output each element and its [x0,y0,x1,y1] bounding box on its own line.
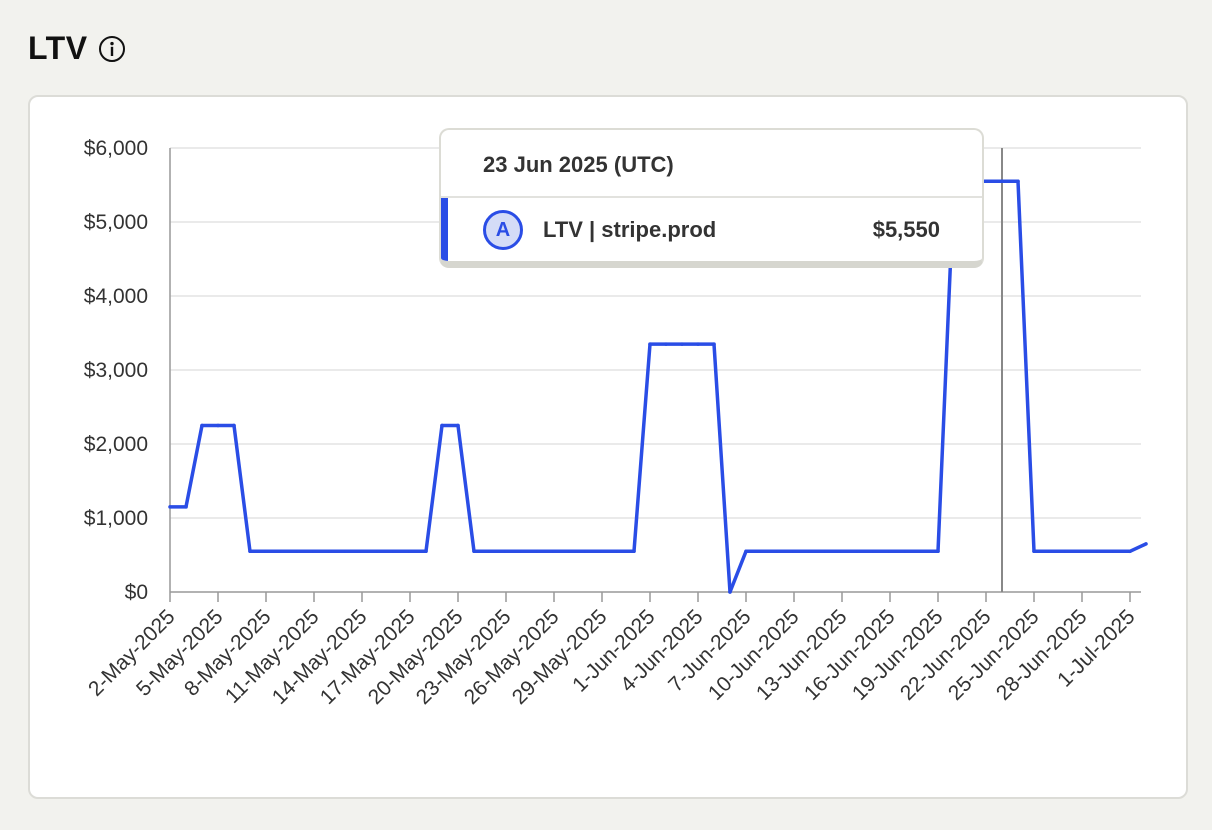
data-point[interactable] [520,549,524,553]
y-tick-label: $6,000 [84,137,148,160]
data-point[interactable] [696,342,700,346]
data-point[interactable] [728,590,732,594]
data-point[interactable] [792,549,796,553]
series-segment [1016,179,1036,554]
data-point[interactable] [712,342,716,346]
data-point[interactable] [200,423,204,428]
series-segment [456,423,476,554]
data-point[interactable] [1048,549,1052,553]
data-point[interactable] [280,549,284,553]
data-point[interactable] [744,549,748,553]
chart-tooltip: 23 Jun 2025 (UTC) A LTV | stripe.prod $5… [439,128,984,268]
data-point[interactable] [1000,179,1004,183]
data-point[interactable] [488,549,492,553]
y-tick-label: $2,000 [84,433,148,456]
data-point[interactable] [568,549,572,553]
series-segment [1128,542,1148,554]
data-point[interactable] [776,549,780,553]
y-tick-label: $5,000 [84,211,148,234]
y-axis-ticks: $0 $1,000 $2,000 $3,000 $4,000 $5,000 $6,000 [84,137,148,604]
series-color-bar [441,198,448,261]
series-segment [712,342,732,594]
tooltip-divider [441,196,982,198]
tooltip-date: 23 Jun 2025 (UTC) [483,152,674,177]
data-point[interactable] [552,549,556,553]
data-point[interactable] [904,549,908,553]
data-point[interactable] [168,505,172,509]
data-point[interactable] [456,423,460,428]
data-point[interactable] [1080,549,1084,553]
data-point[interactable] [1144,542,1148,546]
data-point[interactable] [440,423,444,428]
data-point[interactable] [824,549,828,553]
data-point[interactable] [584,549,588,553]
data-point[interactable] [248,549,252,553]
data-point[interactable] [1112,549,1116,553]
data-point[interactable] [600,549,604,553]
tooltip-series-label: LTV | stripe.prod [543,217,717,242]
data-point[interactable] [632,549,636,553]
data-point[interactable] [664,342,668,346]
data-point[interactable] [216,423,220,428]
data-point[interactable] [856,549,860,553]
data-point[interactable] [408,549,412,553]
data-point[interactable] [392,549,396,553]
page-title: LTV [28,30,88,66]
data-point[interactable] [264,549,268,553]
data-point[interactable] [984,179,988,183]
data-point[interactable] [296,549,300,553]
data-point[interactable] [184,505,188,509]
series-segment [424,423,444,554]
data-point[interactable] [760,549,764,553]
y-tick-label: $4,000 [84,285,148,308]
data-point[interactable] [504,549,508,553]
data-point[interactable] [424,549,428,553]
data-point[interactable] [840,549,844,553]
series-segment [632,342,652,554]
y-tick-label: $3,000 [84,359,148,382]
data-point[interactable] [888,549,892,553]
data-point[interactable] [616,549,620,553]
page-header: LTV [28,30,126,67]
data-point[interactable] [472,549,476,553]
y-tick-label: $1,000 [84,507,148,530]
data-point[interactable] [872,549,876,553]
data-point[interactable] [344,549,348,553]
data-point[interactable] [1064,549,1068,553]
data-point[interactable] [328,549,332,553]
data-point[interactable] [936,549,940,553]
x-axis-ticks: 2-May-20255-May-20258-May-202511-May-202… [84,592,1140,709]
tooltip-series-value: $5,550 [872,217,940,242]
series-segment [184,423,204,509]
data-point[interactable] [648,342,652,346]
data-point[interactable] [536,549,540,553]
data-point[interactable] [808,549,812,553]
series-badge: A [483,210,523,250]
data-point[interactable] [376,549,380,553]
series-segment [232,423,252,554]
data-point[interactable] [1016,179,1020,183]
data-point[interactable] [1128,549,1132,553]
data-point[interactable] [920,549,924,553]
y-tick-label: $0 [125,581,148,604]
data-point[interactable] [680,342,684,346]
data-point[interactable] [232,423,236,428]
series-segment [728,549,748,594]
data-point[interactable] [1032,549,1036,553]
data-point[interactable] [1096,549,1100,553]
axes [169,148,1141,593]
info-icon[interactable] [98,35,126,63]
data-point[interactable] [312,549,316,553]
data-point[interactable] [360,549,364,553]
